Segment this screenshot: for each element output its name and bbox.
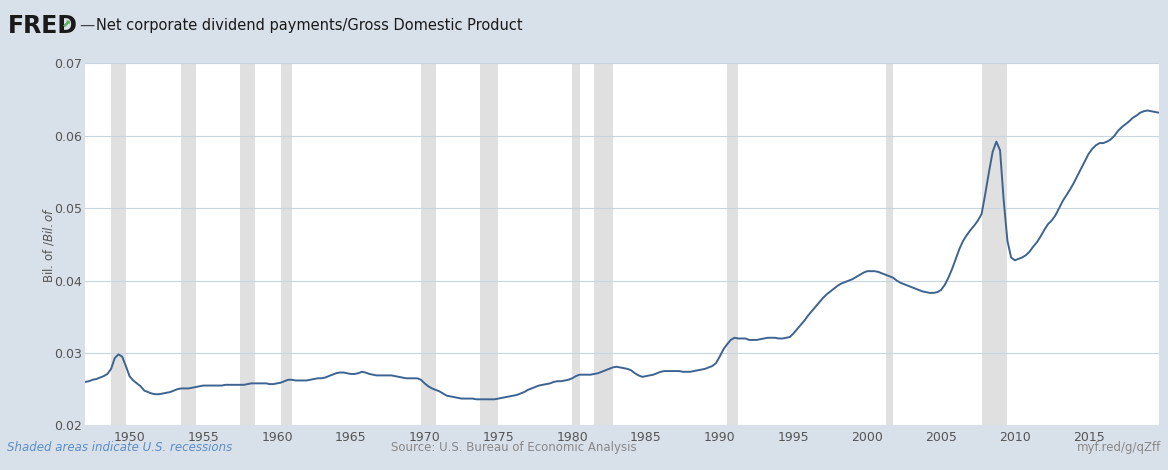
Bar — [420, 63, 436, 425]
Bar — [981, 63, 1008, 425]
Bar — [480, 63, 499, 425]
Text: myf.red/g/qZff: myf.red/g/qZff — [1077, 441, 1161, 454]
Text: FRED: FRED — [8, 14, 78, 38]
Bar — [241, 63, 255, 425]
Bar — [572, 63, 579, 425]
Text: Shaded areas indicate U.S. recessions: Shaded areas indicate U.S. recessions — [7, 441, 232, 454]
Text: ⬈: ⬈ — [61, 19, 70, 29]
Bar — [280, 63, 292, 425]
Bar — [595, 63, 613, 425]
Bar — [728, 63, 738, 425]
Text: Net corporate dividend payments/Gross Domestic Product: Net corporate dividend payments/Gross Do… — [96, 18, 522, 33]
Bar — [111, 63, 126, 425]
Text: Source: U.S. Bureau of Economic Analysis: Source: U.S. Bureau of Economic Analysis — [391, 441, 637, 454]
Y-axis label: Bil. of $/Bil. of $: Bil. of $/Bil. of $ — [41, 206, 56, 282]
Bar — [885, 63, 894, 425]
Text: —: — — [79, 18, 95, 33]
Bar — [181, 63, 196, 425]
